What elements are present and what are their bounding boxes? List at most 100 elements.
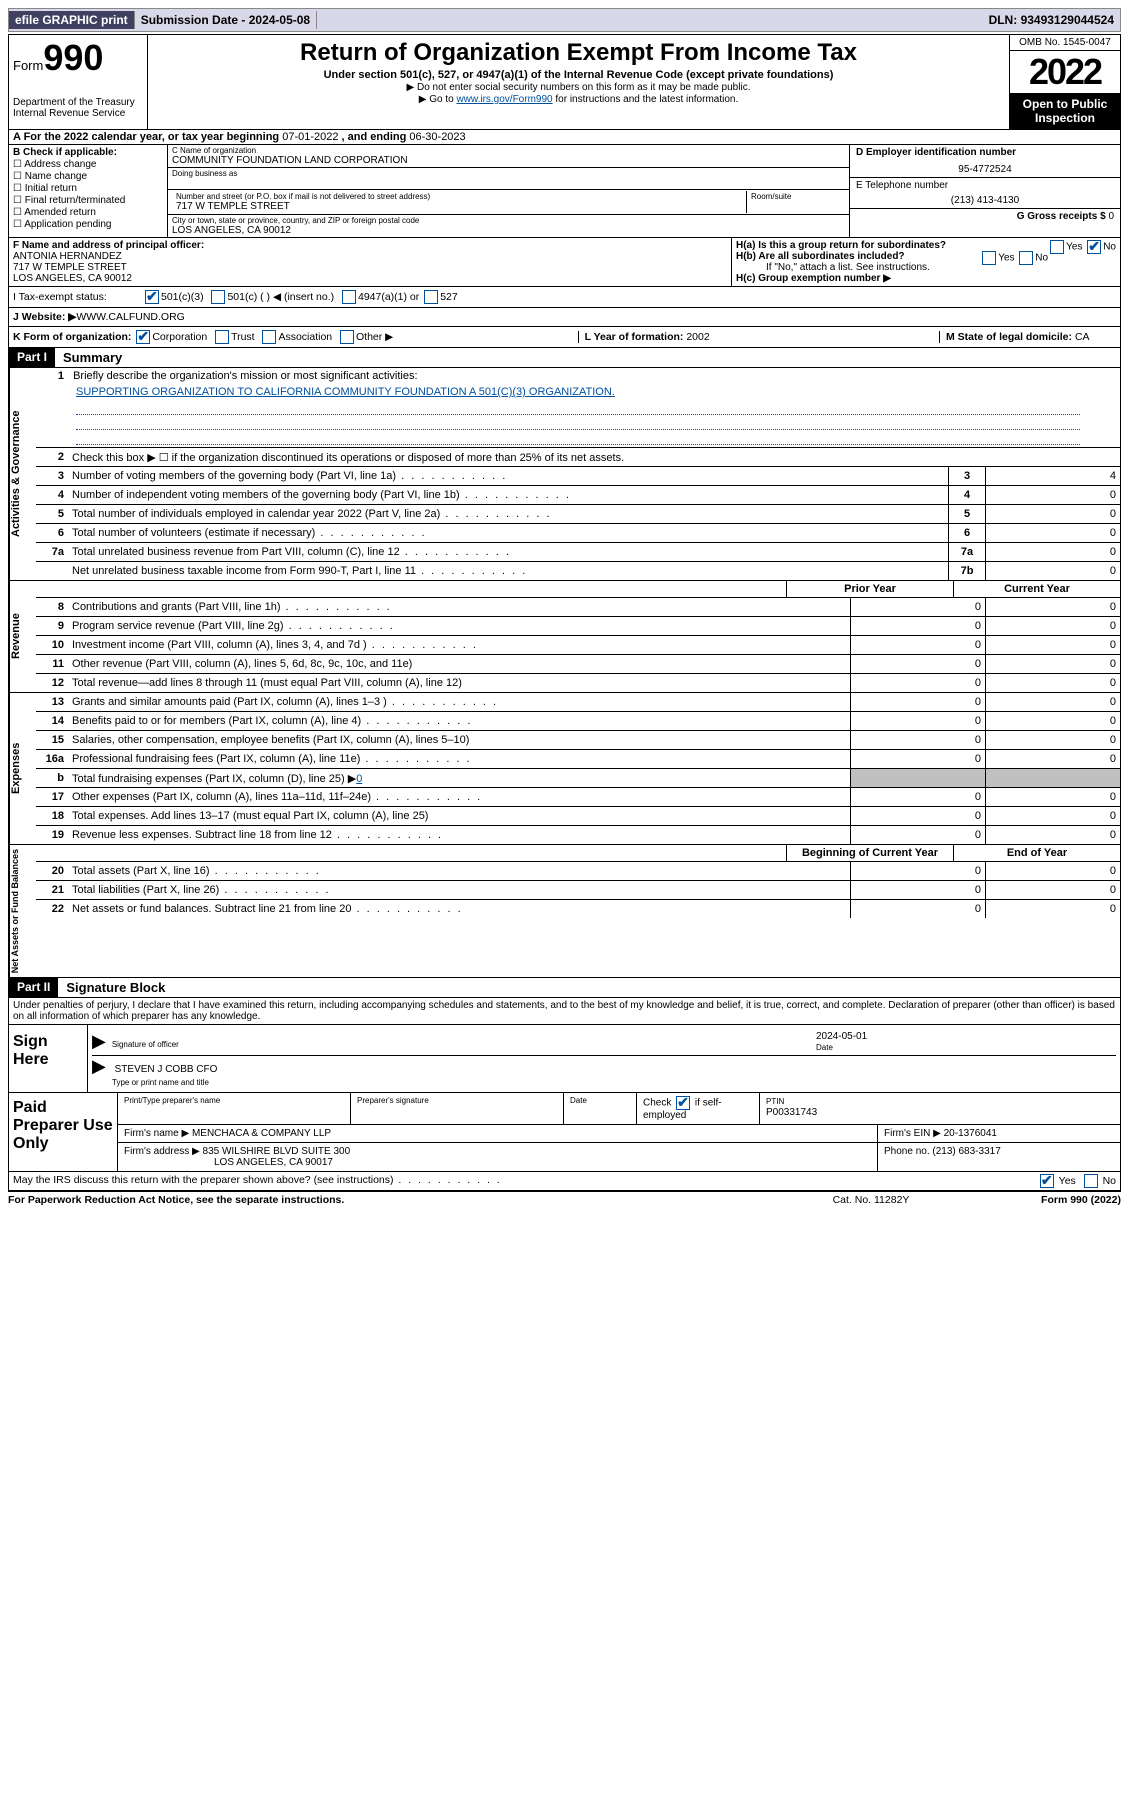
gross-receipts-value: 0 <box>1108 211 1114 222</box>
col-c: C Name of organization COMMUNITY FOUNDAT… <box>168 145 849 237</box>
line2: Check this box ▶ ☐ if the organization d… <box>70 450 1120 465</box>
k-trust-check[interactable] <box>215 330 229 344</box>
form-title: Return of Organization Exempt From Incom… <box>154 39 1003 67</box>
city-value: LOS ANGELES, CA 90012 <box>172 225 845 236</box>
line3: Number of voting members of the governin… <box>70 469 948 483</box>
line9: Program service revenue (Part VIII, line… <box>70 619 850 633</box>
page-footer: For Paperwork Reduction Act Notice, see … <box>8 1192 1121 1208</box>
chk-address-change[interactable]: ☐ Address change <box>13 159 163 170</box>
irs-no-check[interactable] <box>1084 1174 1098 1188</box>
na-col-header: Beginning of Current Year End of Year <box>36 845 1120 862</box>
perjury-declaration: Under penalties of perjury, I declare th… <box>9 998 1120 1025</box>
prep-name-label: Print/Type preparer's name <box>118 1093 351 1124</box>
period-begin: 07-01-2022 <box>282 131 338 143</box>
ha-yes-check[interactable] <box>1050 240 1064 254</box>
chk-final-return[interactable]: ☐ Final return/terminated <box>13 195 163 206</box>
row-fh: F Name and address of principal officer:… <box>9 238 1120 287</box>
org-name-block: C Name of organization COMMUNITY FOUNDAT… <box>168 145 849 168</box>
officer-city: LOS ANGELES, CA 90012 <box>13 273 727 284</box>
activities-block: Activities & Governance 1 Briefly descri… <box>9 368 1120 581</box>
city-label: City or town, state or province, country… <box>172 216 845 225</box>
i-527-check[interactable] <box>424 290 438 304</box>
mission-blank-line <box>76 432 1080 445</box>
line7b-val: 0 <box>985 562 1120 580</box>
expenses-block: Expenses 13Grants and similar amounts pa… <box>9 693 1120 845</box>
part1-header-row: Part I Summary <box>9 348 1120 368</box>
g-label: G Gross receipts $ <box>1017 211 1109 222</box>
form-header: Form990 Department of the Treasury Inter… <box>9 35 1120 130</box>
row-i: I Tax-exempt status: 501(c)(3) 501(c) ( … <box>9 287 1120 308</box>
i-501c-check[interactable] <box>211 290 225 304</box>
officer-name: ANTONIA HERNANDEZ <box>13 251 727 262</box>
vlabel-activities: Activities & Governance <box>9 368 36 580</box>
ein-block: D Employer identification number 95-4772… <box>850 145 1120 178</box>
firm-name-cell: Firm's name ▶ MENCHACA & COMPANY LLP <box>118 1125 878 1142</box>
tax-year: 2022 <box>1010 51 1120 93</box>
i-501c3-check[interactable] <box>145 290 159 304</box>
line14: Benefits paid to or for members (Part IX… <box>70 714 850 728</box>
hb-yes-check[interactable] <box>982 251 996 265</box>
state-domicile: CA <box>1075 331 1090 343</box>
phone-block: E Telephone number (213) 413-4130 <box>850 178 1120 209</box>
prior-year-hdr: Prior Year <box>786 581 953 597</box>
phone-value: (213) 413-4130 <box>856 195 1114 206</box>
period-end: 06-30-2023 <box>409 131 465 143</box>
website-value: WWW.CALFUND.ORG <box>76 311 185 323</box>
line4-val: 0 <box>985 486 1120 504</box>
line16b-link[interactable]: 0 <box>356 773 362 785</box>
line7a-val: 0 <box>985 543 1120 561</box>
part1-title: Summary <box>55 348 130 367</box>
k-corp-check[interactable] <box>136 330 150 344</box>
line21: Total liabilities (Part X, line 26) <box>70 883 850 897</box>
firm-ein-cell: Firm's EIN ▶ 20-1376041 <box>878 1125 1120 1142</box>
chk-application-pending[interactable]: ☐ Application pending <box>13 219 163 230</box>
submission-date-value: 2024-05-08 <box>249 13 310 27</box>
dept-treasury: Department of the Treasury <box>13 97 143 108</box>
form-page: Form 990 (2022) <box>971 1194 1121 1206</box>
pra-notice: For Paperwork Reduction Act Notice, see … <box>8 1194 771 1206</box>
header-center: Return of Organization Exempt From Incom… <box>148 35 1009 129</box>
chk-name-change[interactable]: ☐ Name change <box>13 171 163 182</box>
type-name-label: Type or print name and title <box>112 1078 209 1087</box>
b-label: B Check if applicable: <box>13 147 163 158</box>
paid-preparer-label: Paid Preparer Use Only <box>9 1093 118 1171</box>
efile-print-button[interactable]: efile GRAPHIC print <box>9 11 135 29</box>
sign-here-label: Sign Here <box>9 1025 88 1092</box>
vlabel-netassets: Net Assets or Fund Balances <box>9 845 36 977</box>
irs-link[interactable]: www.irs.gov/Form990 <box>456 94 552 105</box>
chk-amended-return[interactable]: ☐ Amended return <box>13 207 163 218</box>
row-j: J Website: ▶ WWW.CALFUND.ORG <box>9 308 1120 327</box>
k-other-check[interactable] <box>340 330 354 344</box>
line6: Total number of volunteers (estimate if … <box>70 526 948 540</box>
ptin-cell: PTIN P00331743 <box>760 1093 1120 1124</box>
boy-hdr: Beginning of Current Year <box>786 845 953 861</box>
ha-no-check[interactable] <box>1087 240 1101 254</box>
rev-col-header: Prior Year Current Year <box>36 581 1120 598</box>
self-employed-cell: Check if self-employed <box>637 1093 760 1124</box>
part2-badge: Part II <box>9 978 58 997</box>
j-label: J Website: ▶ <box>13 311 76 323</box>
line13: Grants and similar amounts paid (Part IX… <box>70 695 850 709</box>
chk-initial-return[interactable]: ☐ Initial return <box>13 183 163 194</box>
i-4947-check[interactable] <box>342 290 356 304</box>
prep-date-label: Date <box>564 1093 637 1124</box>
self-employed-check[interactable] <box>676 1096 690 1110</box>
c-name-label: C Name of organization <box>172 146 845 155</box>
hb-no-check[interactable] <box>1019 251 1033 265</box>
sign-here-row: Sign Here ▶Signature of officer 2024-05-… <box>9 1025 1120 1093</box>
line15: Salaries, other compensation, employee b… <box>70 733 850 747</box>
officer-typed-name: STEVEN J COBB CFO <box>115 1064 218 1075</box>
paid-preparer-row: Paid Preparer Use Only Print/Type prepar… <box>9 1093 1120 1172</box>
vlabel-revenue: Revenue <box>9 581 36 692</box>
street-value: 717 W TEMPLE STREET <box>176 201 742 212</box>
ssn-notice: ▶ Do not enter social security numbers o… <box>154 82 1003 93</box>
irs-yes-check[interactable] <box>1040 1174 1054 1188</box>
open-to-public: Open to Public Inspection <box>1010 93 1120 129</box>
line12: Total revenue—add lines 8 through 11 (mu… <box>70 676 850 690</box>
l-cell: L Year of formation: 2002 <box>578 331 755 343</box>
officer-street: 717 W TEMPLE STREET <box>13 262 727 273</box>
k-assoc-check[interactable] <box>262 330 276 344</box>
line16a: Professional fundraising fees (Part IX, … <box>70 752 850 766</box>
dln-value: 93493129044524 <box>1021 13 1114 27</box>
line7b: Net unrelated business taxable income fr… <box>70 564 948 578</box>
